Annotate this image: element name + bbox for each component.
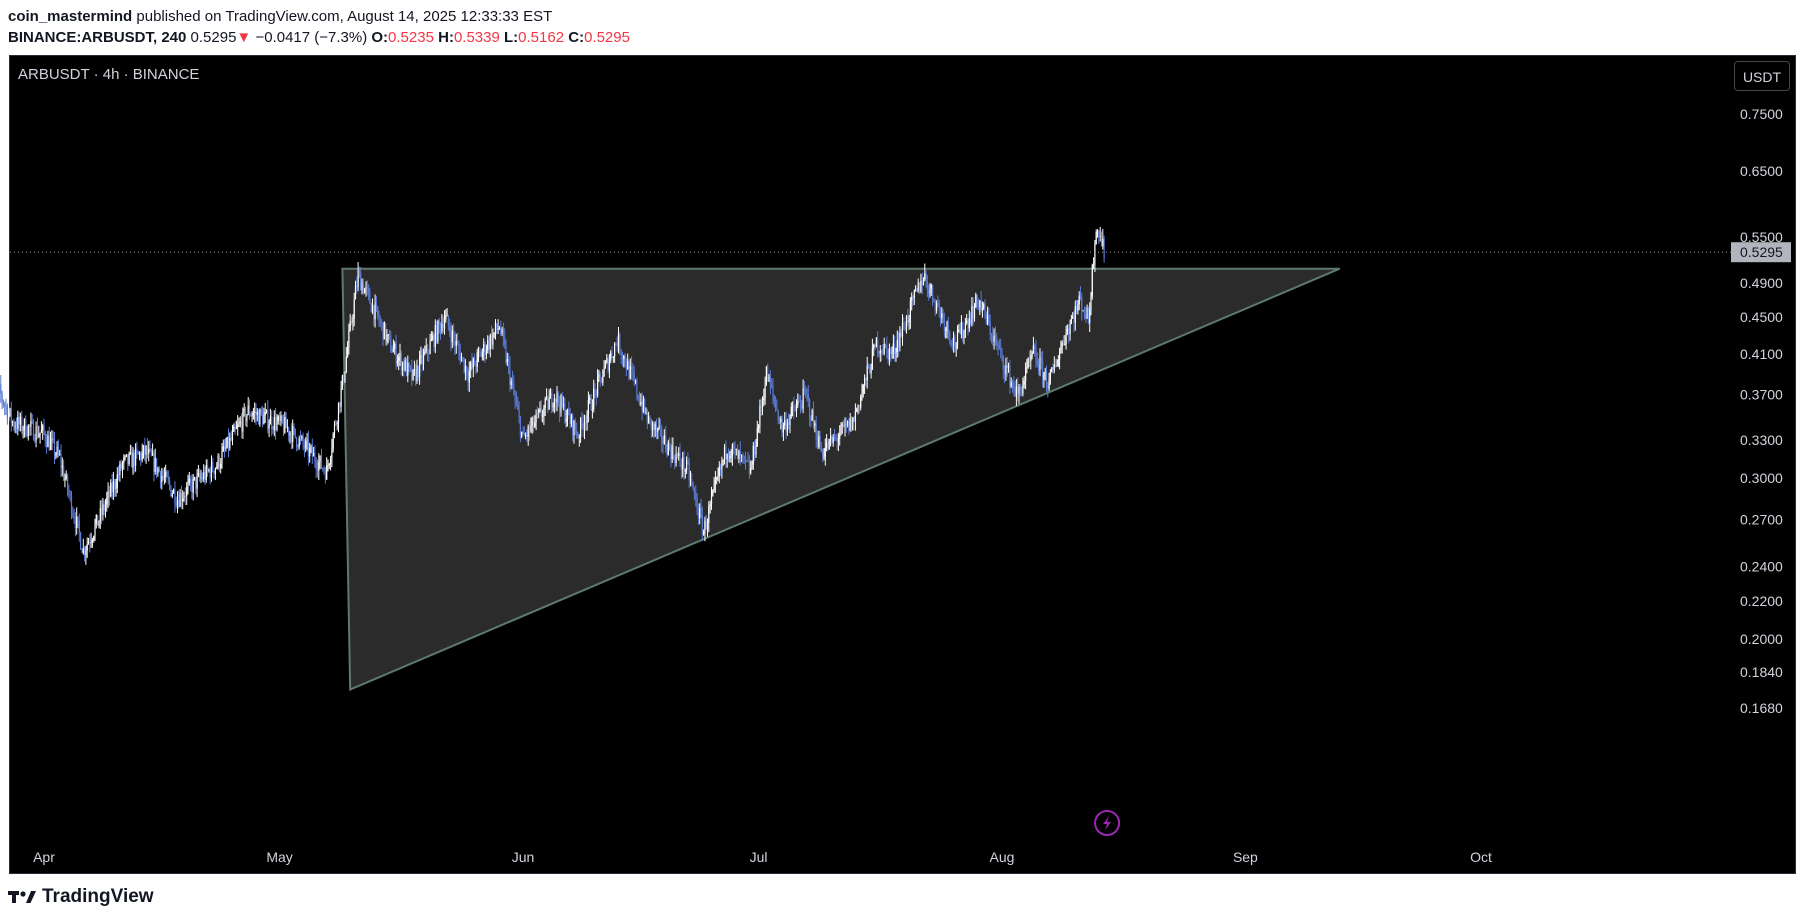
close-value: 0.5295 — [584, 29, 630, 46]
tradingview-logo-icon[interactable] — [8, 889, 36, 905]
change-arrow-icon: ▼ — [236, 29, 252, 46]
currency-button[interactable]: USDT — [1734, 61, 1790, 91]
price-change: −0.0417 (−7.3%) — [255, 29, 368, 46]
tradingview-wordmark[interactable]: TradingView — [42, 886, 154, 907]
symbol-label: BINANCE:ARBUSDT, 240 — [8, 29, 187, 46]
publish-header: coin_mastermind published on TradingView… — [8, 6, 630, 48]
last-price: 0.5295 — [190, 29, 237, 46]
open-label: O: — [371, 29, 389, 46]
footer-branding: TradingView — [8, 886, 154, 908]
high-label: H: — [438, 29, 454, 46]
low-value: 0.5162 — [518, 29, 565, 46]
low-label: L: — [504, 29, 519, 46]
candle-body — [2, 401, 4, 405]
chart-pane[interactable] — [9, 55, 1796, 874]
candle-body — [0, 384, 2, 394]
ohlc-line: BINANCE:ARBUSDT, 240 0.5295▼ −0.0417 (−7… — [8, 27, 630, 48]
publish-line: coin_mastermind published on TradingView… — [8, 6, 630, 27]
candle-body — [1, 393, 3, 401]
open-value: 0.5235 — [388, 29, 434, 46]
publisher-name[interactable]: coin_mastermind — [8, 8, 133, 25]
candle-body — [5, 405, 7, 407]
chart-symbol-title: ARBUSDT · 4h · BINANCE — [18, 66, 200, 83]
close-label: C: — [568, 29, 585, 46]
candle-body — [4, 404, 6, 406]
published-text: published on TradingView.com, August 14,… — [136, 8, 553, 25]
candle-body — [6, 406, 8, 420]
high-value: 0.5339 — [453, 29, 500, 46]
